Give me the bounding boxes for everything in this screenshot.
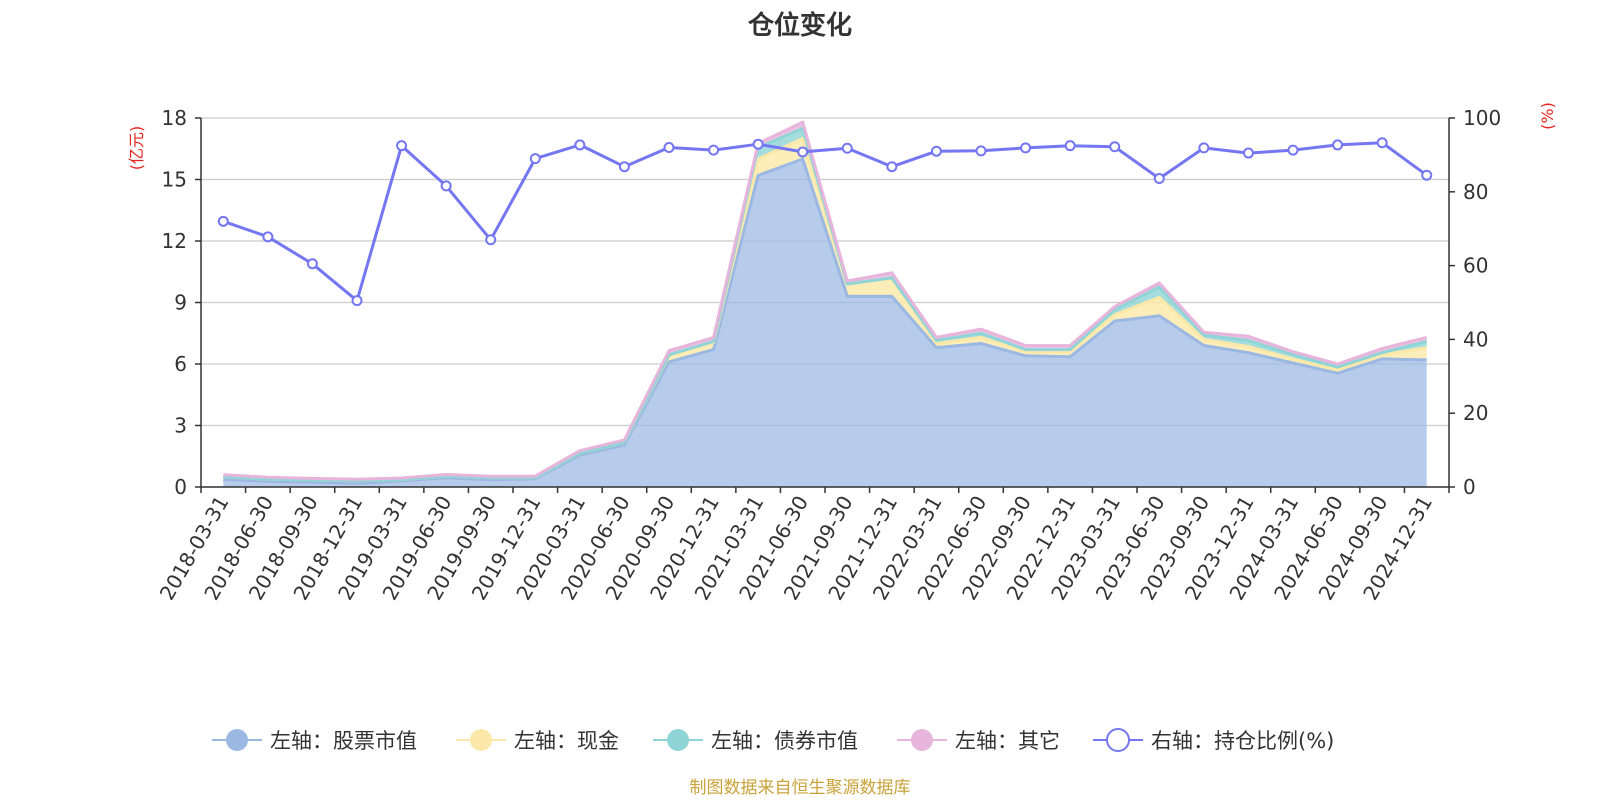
ratio-series	[217, 137, 1433, 307]
right-tick-label: 100	[1463, 106, 1501, 130]
area-stock	[223, 159, 1427, 487]
ratio-point[interactable]	[574, 139, 586, 151]
left-tick-label: 18	[162, 106, 187, 130]
right-tick-label: 20	[1463, 401, 1488, 425]
right-tick-label: 80	[1463, 180, 1488, 204]
ratio-point[interactable]	[262, 231, 274, 243]
left-tick-label: 9	[174, 291, 187, 315]
legend-label[interactable]: 左轴：股票市值	[270, 729, 417, 753]
left-tick-label: 6	[174, 352, 187, 376]
ratio-point[interactable]	[396, 140, 408, 152]
right-tick-label: 40	[1463, 327, 1488, 351]
left-tick-label: 15	[162, 168, 187, 192]
legend-label[interactable]: 右轴：持仓比例(%)	[1151, 729, 1334, 753]
ratio-point[interactable]	[1242, 147, 1254, 159]
ratio-point[interactable]	[1198, 142, 1210, 154]
ratio-point[interactable]	[217, 215, 229, 227]
ratio-point[interactable]	[752, 138, 764, 150]
ratio-point[interactable]	[1332, 139, 1344, 151]
legend-marker[interactable]	[911, 729, 933, 751]
ratio-point[interactable]	[797, 146, 809, 158]
ratio-point[interactable]	[841, 142, 853, 154]
ratio-point[interactable]	[485, 234, 497, 246]
ratio-point[interactable]	[663, 142, 675, 154]
stacked-areas	[223, 120, 1428, 487]
left-tick-label: 3	[174, 414, 187, 438]
left-tick-label: 12	[162, 229, 187, 253]
legend-marker[interactable]	[1106, 728, 1130, 752]
ratio-point[interactable]	[708, 144, 720, 156]
ratio-point[interactable]	[1064, 140, 1076, 152]
legend-label[interactable]: 左轴：债券市值	[711, 729, 858, 753]
right-tick-label: 0	[1463, 475, 1476, 499]
ratio-point[interactable]	[1287, 144, 1299, 156]
left-axis-unit: (亿元)	[127, 126, 146, 171]
legend-label[interactable]: 左轴：现金	[514, 729, 619, 753]
legend-label[interactable]: 左轴：其它	[955, 729, 1060, 753]
ratio-point[interactable]	[1153, 173, 1165, 185]
left-tick-label: 0	[174, 475, 187, 499]
ratio-point[interactable]	[930, 145, 942, 157]
ratio-point[interactable]	[1020, 142, 1032, 154]
ratio-point[interactable]	[886, 161, 898, 173]
line-other	[223, 120, 1428, 481]
ratio-point[interactable]	[306, 258, 318, 270]
legend-marker[interactable]	[226, 729, 248, 751]
ratio-point[interactable]	[618, 161, 630, 173]
legend-marker[interactable]	[667, 729, 689, 751]
ratio-point[interactable]	[351, 295, 363, 307]
legend: 左轴：股票市值 左轴：现金 左轴：债券市值 左轴：其它 右轴：持仓比例(%)	[212, 728, 1334, 753]
ratio-point[interactable]	[1376, 137, 1388, 149]
chart-title: 仓位变化	[747, 10, 852, 41]
ratio-point[interactable]	[1421, 169, 1433, 181]
ratio-point[interactable]	[1109, 141, 1121, 153]
ratio-point[interactable]	[975, 145, 987, 157]
ratio-point[interactable]	[440, 180, 452, 192]
right-tick-label: 60	[1463, 254, 1488, 278]
ratio-line	[222, 141, 1428, 303]
ratio-point[interactable]	[529, 153, 541, 165]
source-note: 制图数据来自恒生聚源数据库	[690, 778, 911, 798]
legend-marker[interactable]	[470, 729, 492, 751]
right-axis-unit: (%)	[1538, 102, 1557, 130]
